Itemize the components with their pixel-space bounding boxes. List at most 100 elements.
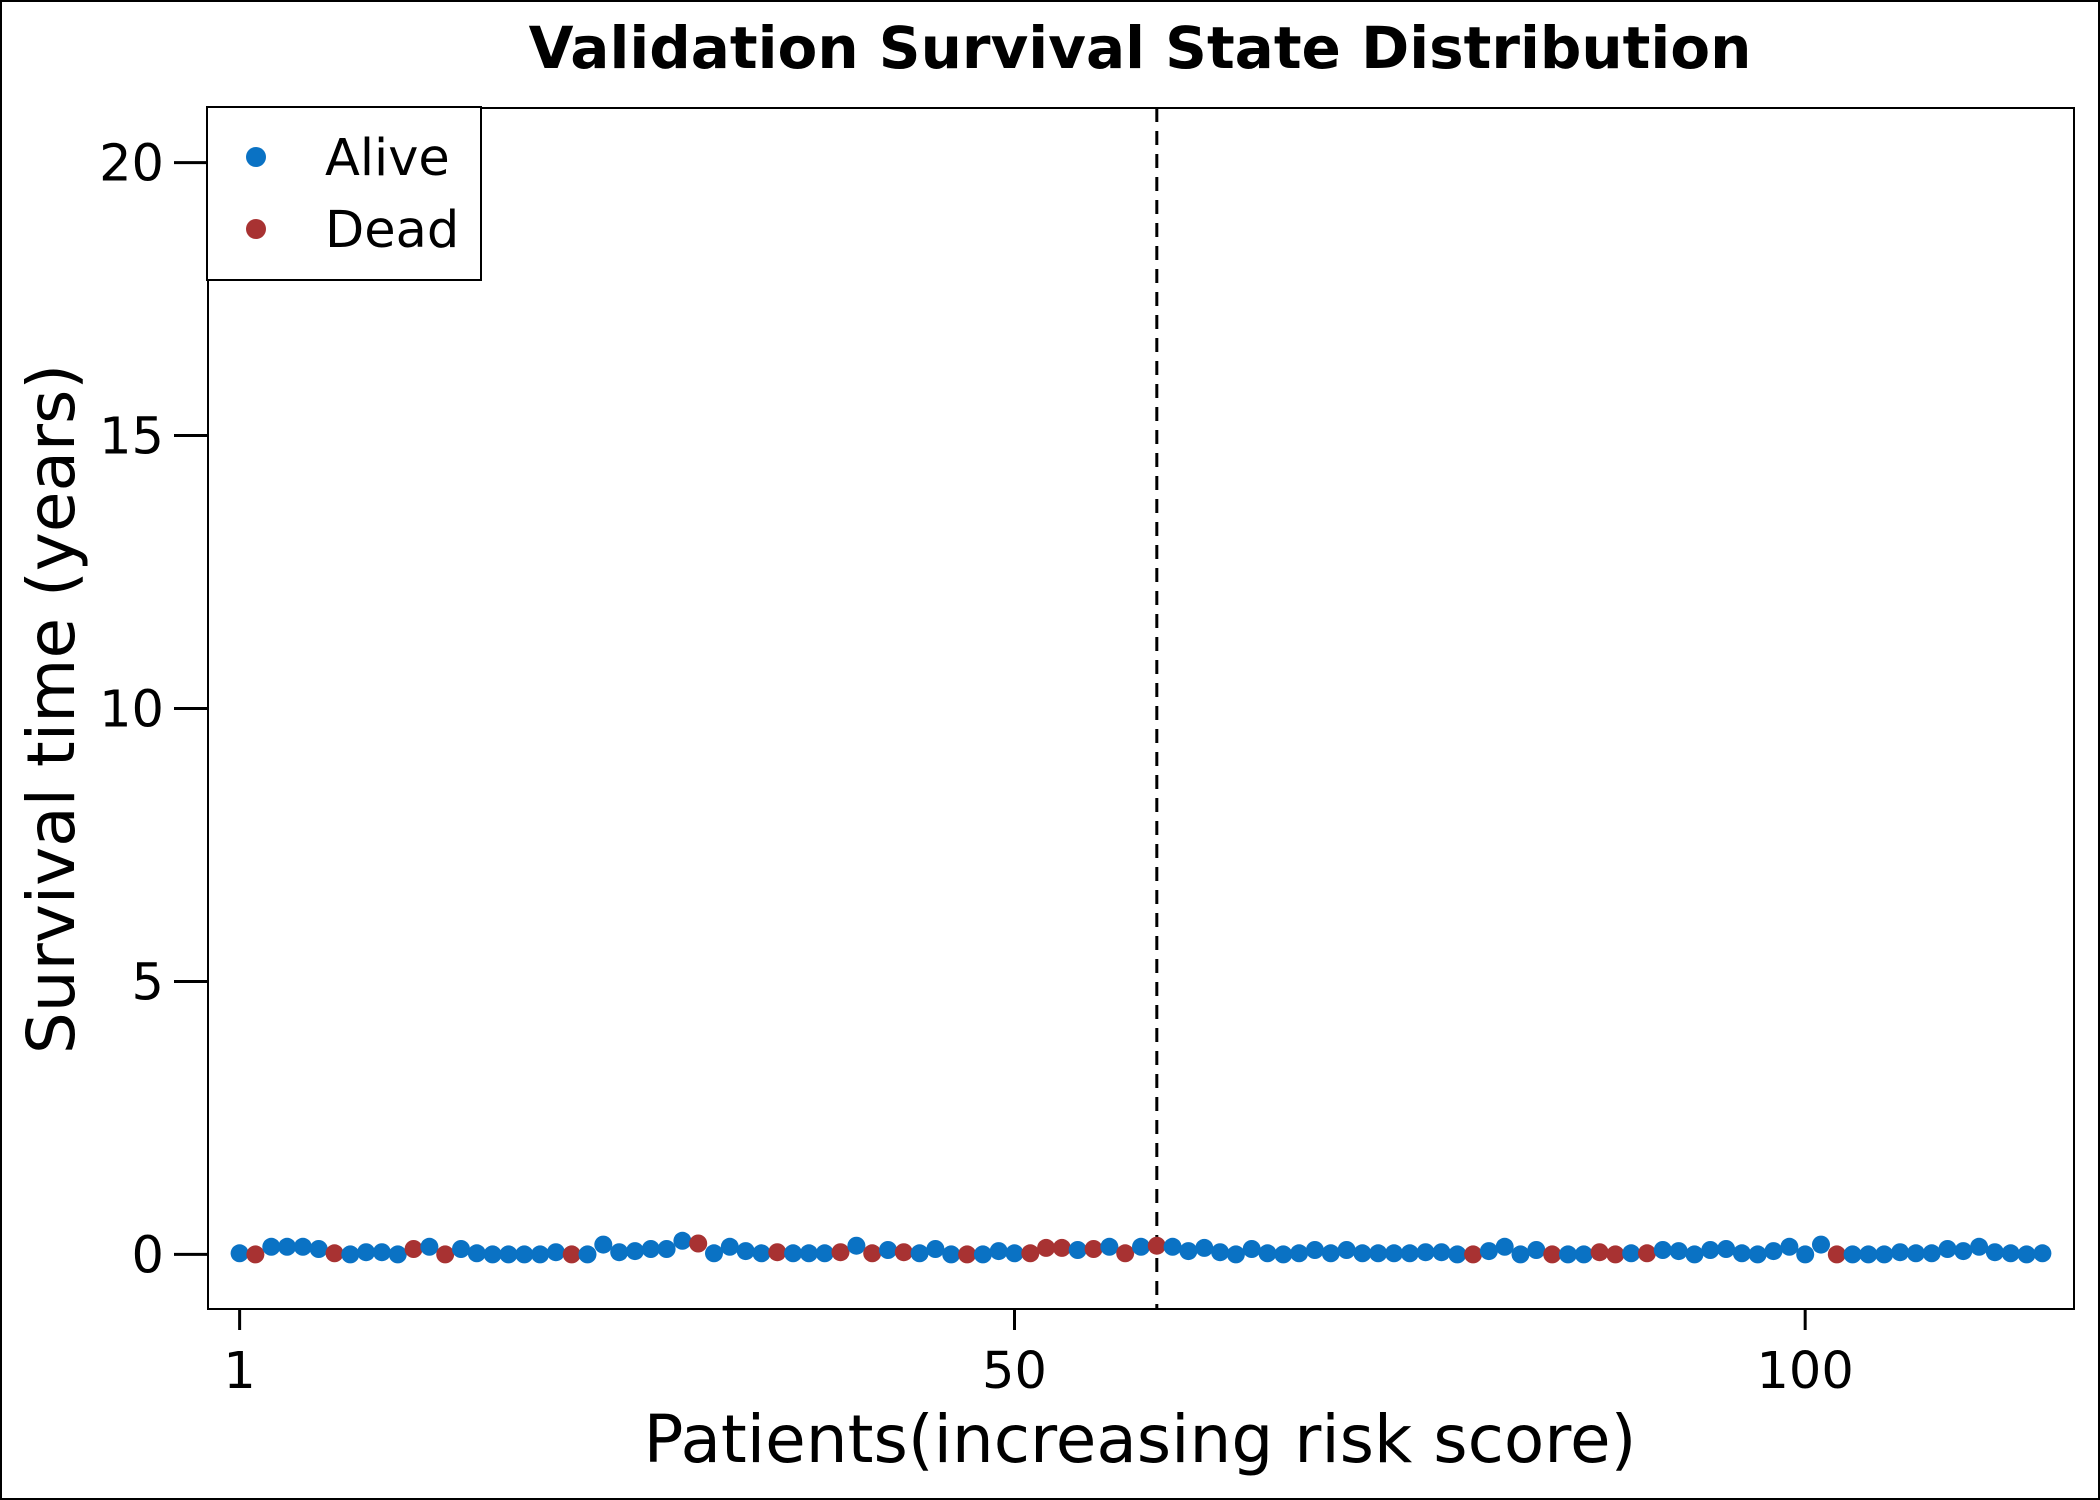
point-alive-96: [1732, 1244, 1751, 1263]
point-alive-29: [673, 1231, 692, 1250]
point-alive-11: [388, 1245, 407, 1264]
point-dead-52: [1037, 1238, 1056, 1257]
point-alive-91: [1653, 1241, 1672, 1259]
point-alive-26: [626, 1242, 644, 1261]
point-alive-103: [1843, 1245, 1862, 1264]
point-alive-65: [1242, 1240, 1261, 1258]
point-alive-5: [293, 1237, 312, 1256]
point-dead-2: [246, 1245, 265, 1264]
legend-alive-label: Alive: [325, 129, 450, 188]
point-alive-1: [230, 1244, 249, 1263]
point-alive-75: [1400, 1244, 1419, 1263]
point-alive-21: [546, 1243, 565, 1262]
x-tick-label-50: 50: [982, 1342, 1047, 1401]
point-alive-71: [1337, 1241, 1356, 1259]
point-alive-13: [420, 1237, 439, 1256]
point-alive-108: [1922, 1244, 1941, 1263]
point-alive-62: [1195, 1238, 1214, 1257]
point-alive-32: [720, 1237, 739, 1256]
point-alive-101: [1812, 1235, 1830, 1254]
point-alive-27: [641, 1240, 660, 1258]
point-dead-7: [325, 1244, 344, 1263]
point-dead-55: [1084, 1240, 1103, 1258]
point-dead-22: [562, 1245, 581, 1264]
point-alive-85: [1559, 1245, 1577, 1264]
point-alive-58: [1132, 1237, 1150, 1256]
point-alive-89: [1622, 1244, 1641, 1263]
point-dead-14: [436, 1245, 455, 1264]
point-alive-50: [1005, 1244, 1024, 1263]
point-alive-34: [752, 1244, 771, 1263]
x-tick-label-1: 1: [223, 1342, 255, 1401]
point-dead-41: [863, 1244, 882, 1263]
point-alive-16: [467, 1244, 486, 1263]
point-alive-38: [815, 1244, 834, 1263]
point-alive-70: [1321, 1244, 1340, 1263]
point-dead-12: [404, 1240, 423, 1258]
x-axis: 1 50 100: [223, 1309, 1854, 1401]
point-alive-54: [1068, 1241, 1087, 1259]
point-alive-112: [1985, 1243, 2004, 1262]
point-alive-33: [736, 1242, 755, 1261]
point-dead-47: [958, 1245, 977, 1264]
point-dead-102: [1827, 1245, 1846, 1264]
point-alive-109: [1938, 1240, 1957, 1258]
point-alive-24: [594, 1235, 613, 1254]
point-alive-74: [1385, 1244, 1403, 1263]
point-alive-10: [372, 1243, 391, 1262]
point-alive-110: [1954, 1242, 1973, 1261]
point-alive-68: [1290, 1244, 1309, 1263]
point-dead-30: [689, 1234, 708, 1253]
point-alive-67: [1274, 1245, 1293, 1264]
point-dead-35: [768, 1243, 787, 1262]
point-alive-44: [910, 1244, 929, 1263]
plot-area: [207, 107, 2075, 1310]
point-alive-60: [1163, 1237, 1182, 1256]
point-dead-43: [894, 1243, 913, 1262]
point-alive-104: [1859, 1245, 1878, 1264]
point-alive-107: [1906, 1244, 1925, 1263]
point-alive-92: [1669, 1242, 1688, 1261]
legend-dead-label: Dead: [325, 201, 459, 260]
point-alive-73: [1369, 1244, 1388, 1263]
point-dead-57: [1116, 1244, 1135, 1263]
point-alive-66: [1258, 1244, 1277, 1263]
point-alive-37: [799, 1244, 818, 1263]
point-alive-98: [1764, 1242, 1783, 1261]
point-alive-63: [1211, 1243, 1230, 1262]
y-tick-label-20: 20: [99, 135, 164, 194]
point-alive-36: [784, 1244, 803, 1263]
point-alive-82: [1511, 1245, 1530, 1264]
point-dead-79: [1464, 1245, 1483, 1264]
point-alive-18: [499, 1245, 518, 1264]
point-dead-39: [831, 1243, 850, 1262]
point-alive-17: [483, 1245, 502, 1264]
y-tick-label-0: 0: [132, 1226, 164, 1285]
point-alive-4: [278, 1237, 297, 1256]
point-dead-88: [1606, 1245, 1625, 1264]
point-alive-111: [1970, 1237, 1989, 1256]
point-alive-49: [989, 1242, 1008, 1261]
point-alive-80: [1479, 1242, 1498, 1261]
point-alive-113: [2001, 1244, 2020, 1263]
point-alive-3: [262, 1237, 281, 1256]
point-alive-15: [452, 1240, 470, 1258]
point-alive-97: [1748, 1245, 1767, 1264]
point-alive-9: [357, 1243, 376, 1262]
point-alive-93: [1685, 1245, 1704, 1264]
point-alive-94: [1701, 1241, 1720, 1259]
point-alive-42: [879, 1241, 897, 1259]
point-dead-53: [1052, 1238, 1071, 1257]
point-alive-40: [847, 1236, 866, 1255]
point-alive-100: [1796, 1245, 1815, 1264]
point-alive-31: [705, 1244, 723, 1263]
point-alive-56: [1100, 1237, 1119, 1256]
point-alive-114: [2017, 1245, 2036, 1264]
point-alive-76: [1416, 1243, 1435, 1262]
point-dead-84: [1543, 1245, 1562, 1264]
x-axis-label: Patients(increasing risk score): [644, 1401, 1637, 1478]
point-dead-87: [1590, 1243, 1609, 1262]
point-alive-106: [1891, 1243, 1910, 1262]
points-layer: [230, 1231, 2052, 1264]
